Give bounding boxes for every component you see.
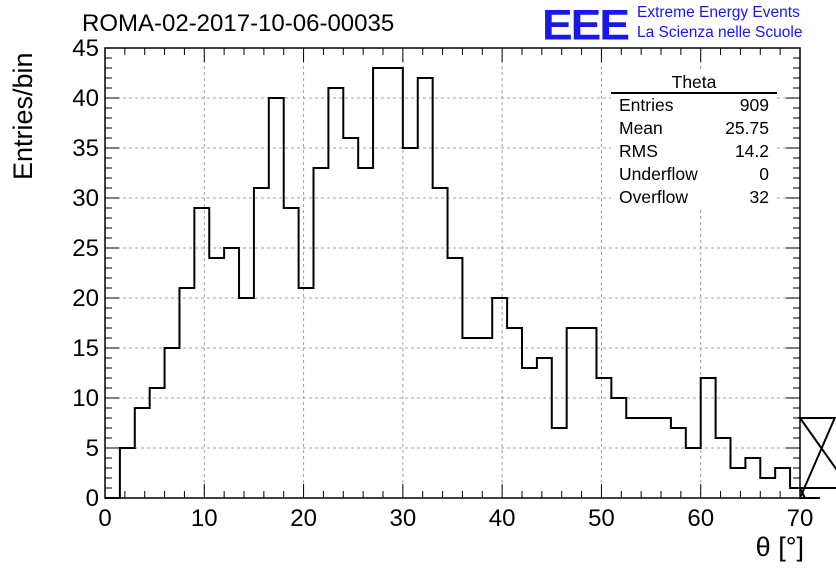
histogram-bin <box>611 398 626 498</box>
histogram-bin <box>626 418 641 498</box>
x-tick-label: 0 <box>98 505 111 532</box>
y-tick-label: 30 <box>72 185 99 212</box>
stats-label: RMS <box>619 141 658 161</box>
histogram-bin <box>716 438 731 498</box>
histogram-bin <box>343 138 358 498</box>
histogram-bin <box>507 328 522 498</box>
histogram-bin <box>328 88 343 498</box>
y-tick-label: 20 <box>72 285 99 312</box>
histogram-bin <box>448 258 463 498</box>
histogram-bin <box>701 378 716 498</box>
stats-value: 25.75 <box>725 118 769 138</box>
histogram-bin <box>269 98 284 498</box>
histogram-bin <box>477 338 492 498</box>
stats-value: 14.2 <box>734 141 769 161</box>
histogram-bin <box>686 448 701 498</box>
stats-label: Mean <box>619 118 663 138</box>
histogram-bin <box>120 448 135 498</box>
histogram-bin <box>388 68 403 498</box>
stats-value: 909 <box>739 95 769 115</box>
histogram-bin <box>418 78 433 498</box>
histogram-bin <box>552 428 567 498</box>
histogram-bin <box>194 208 209 498</box>
x-tick-label: 40 <box>489 505 516 532</box>
plot-frame <box>104 47 801 499</box>
eee-logo: EEE <box>542 0 630 49</box>
histogram-bin <box>433 188 448 498</box>
y-tick-label: 10 <box>72 385 99 412</box>
stats-row-rms: RMS 14.2 <box>611 140 777 163</box>
histogram-bin <box>596 378 611 498</box>
histogram-bin <box>775 468 790 498</box>
histogram-bin <box>656 418 671 498</box>
histogram-bin <box>403 148 418 498</box>
histogram-bin <box>373 68 388 498</box>
histogram-steps <box>105 67 836 499</box>
y-tick-label: 45 <box>72 35 99 62</box>
logo-line-2: La Scienza nelle Scuole <box>637 24 803 41</box>
x-tick-label: 60 <box>687 505 714 532</box>
histogram-bin <box>462 338 477 498</box>
chart-title: ROMA-02-2017-10-06-00035 <box>82 10 395 37</box>
histogram-bin <box>224 248 239 498</box>
stats-row-underflow: Underflow 0 <box>611 163 777 186</box>
histogram-bin <box>745 458 760 498</box>
histogram-bin <box>179 288 194 498</box>
stats-label: Overflow <box>619 187 689 207</box>
x-axis-label: θ [°] <box>755 532 804 562</box>
histogram-bin <box>760 478 775 498</box>
histogram-bin <box>641 418 656 498</box>
histogram-bin <box>254 188 269 498</box>
histogram-bin <box>314 168 329 498</box>
y-tick-label: 40 <box>72 85 99 112</box>
y-tick-label: 35 <box>72 135 99 162</box>
histogram-bin <box>150 388 165 498</box>
histogram-bin <box>671 428 686 498</box>
histogram-bin <box>209 258 224 498</box>
histogram-bin <box>790 488 800 498</box>
stats-label: Underflow <box>619 164 698 184</box>
histogram-bin <box>239 298 254 498</box>
stats-row-mean: Mean 25.75 <box>611 117 777 140</box>
stats-row-entries: Entries 909 <box>611 94 777 117</box>
stats-value: 0 <box>759 164 769 184</box>
x-tick-label: 10 <box>191 505 218 532</box>
logo-line-1: Extreme Energy Events <box>637 4 800 21</box>
stats-label: Entries <box>619 95 674 115</box>
histogram-bin <box>299 288 314 498</box>
y-tick-label: 0 <box>86 485 99 512</box>
histogram-bin <box>135 408 150 498</box>
y-tick-label: 25 <box>72 235 99 262</box>
y-tick-label: 15 <box>72 335 99 362</box>
x-tick-label: 70 <box>787 505 814 532</box>
x-tick-label: 50 <box>588 505 615 532</box>
histogram-bin <box>492 298 507 498</box>
stats-row-overflow: Overflow 32 <box>611 186 777 209</box>
histogram-bin <box>165 348 180 498</box>
histogram-bin <box>582 328 597 498</box>
histogram-bin <box>284 208 299 498</box>
histogram-bin <box>358 168 373 498</box>
stats-value: 32 <box>749 187 769 207</box>
y-axis-label: Entries/bin <box>8 52 38 180</box>
stats-box: Theta Entries 909 Mean 25.75 RMS 14.2 Un… <box>611 72 777 209</box>
histogram-bin <box>567 328 582 498</box>
histogram-bin <box>522 368 537 498</box>
histogram-bin <box>731 468 746 498</box>
histogram-bin <box>537 358 552 498</box>
x-tick-label: 20 <box>290 505 317 532</box>
y-tick-label: 5 <box>86 435 99 462</box>
stats-title: Theta <box>611 72 777 94</box>
x-tick-label: 30 <box>390 505 417 532</box>
